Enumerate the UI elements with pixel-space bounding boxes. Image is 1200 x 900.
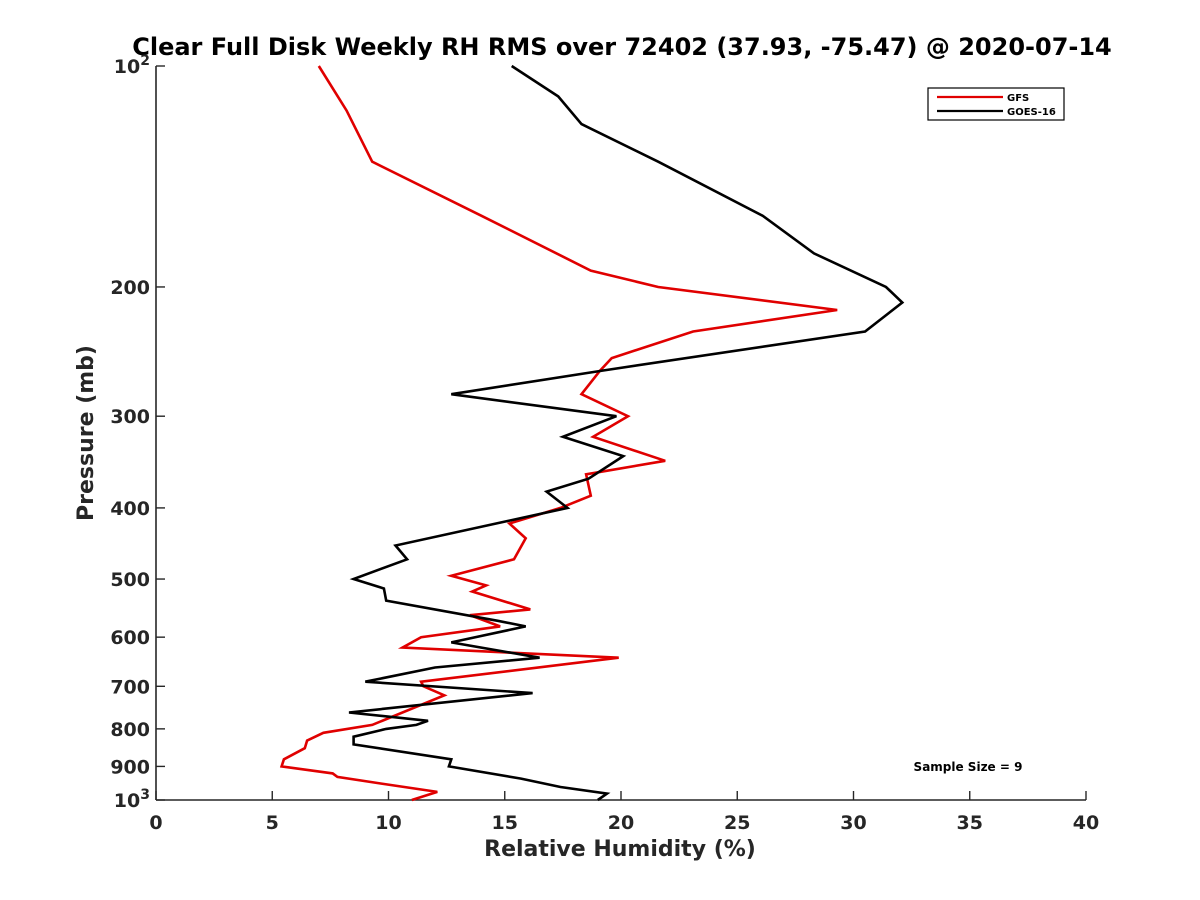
y-tick-label: 300 — [110, 406, 150, 428]
y-tick-label: 800 — [110, 719, 150, 741]
x-tick-label: 40 — [1073, 812, 1099, 834]
series-line-goes-16 — [348, 64, 905, 802]
legend-label-gfs: GFS — [1007, 93, 1029, 104]
x-tick-label: 20 — [608, 812, 634, 834]
x-tick-label: 25 — [724, 812, 750, 834]
x-tick-label: 30 — [840, 812, 866, 834]
y-tick-label: 700 — [110, 676, 150, 698]
plot-area: 0 5 10 15 20 25 30 35 40 102 200 300 400 500 600 700 80… — [110, 53, 1099, 834]
x-axis-label: Relative Humidity (%) — [484, 837, 756, 862]
y-tick-label: 900 — [110, 756, 150, 778]
legend-box — [927, 87, 1065, 121]
x-tick-label: 0 — [149, 812, 162, 834]
y-axis-ticks: 102 200 300 400 500 600 700 800 900 103 — [110, 53, 165, 812]
y-tick-label: 400 — [110, 498, 150, 520]
legend-label-goes16: GOES-16 — [1007, 107, 1056, 118]
y-tick-label: 103 — [114, 787, 150, 812]
y-tick-label: 200 — [110, 277, 150, 299]
x-tick-label: 15 — [492, 812, 518, 834]
series-line-gfs — [279, 65, 838, 802]
x-tick-label: 35 — [957, 812, 983, 834]
series-group — [279, 64, 905, 802]
legend: GFS GOES-16 — [927, 87, 1065, 121]
y-tick-label: 600 — [110, 627, 150, 649]
y-tick-label: 500 — [110, 569, 150, 591]
chart-title: Clear Full Disk Weekly RH RMS over 72402… — [132, 33, 1112, 61]
y-tick-label: 102 — [114, 53, 150, 78]
y-axis-label: Pressure (mb) — [74, 345, 99, 521]
x-axis-ticks: 0 5 10 15 20 25 30 35 40 — [149, 791, 1099, 834]
x-tick-label: 10 — [375, 812, 401, 834]
sample-size-annotation: Sample Size = 9 — [914, 760, 1023, 774]
x-tick-label: 5 — [266, 812, 279, 834]
